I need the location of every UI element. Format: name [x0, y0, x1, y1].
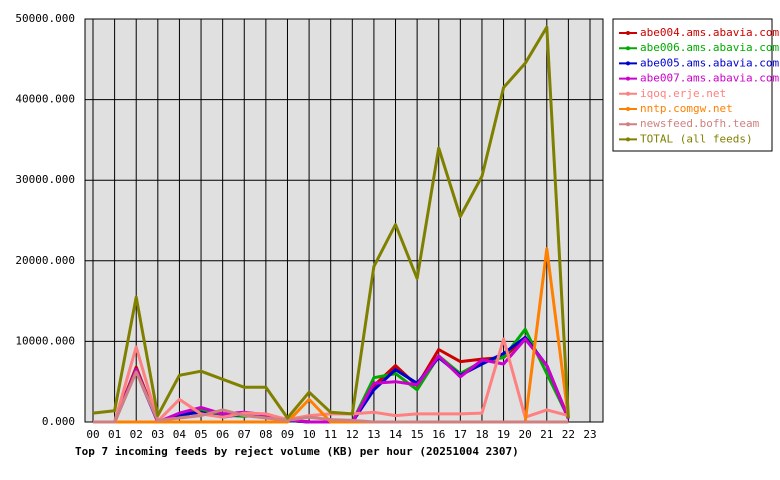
- series-line: [92, 25, 570, 420]
- series-line: [93, 370, 569, 424]
- x-tick-label: 20: [519, 428, 532, 441]
- x-tick-label: 10: [302, 428, 315, 441]
- x-tick-label: 18: [475, 428, 488, 441]
- x-tick-label: 08: [259, 428, 272, 441]
- x-tick-label: 12: [346, 428, 359, 441]
- x-tick-label: 03: [151, 428, 164, 441]
- legend-marker: [626, 46, 630, 51]
- series-line: [93, 337, 569, 424]
- x-tick-label: 11: [324, 428, 337, 441]
- x-tick-label: 01: [108, 428, 121, 441]
- legend-marker: [626, 76, 630, 81]
- legend-marker: [626, 61, 630, 66]
- plot-area: [85, 19, 603, 422]
- x-tick-label: 22: [562, 428, 575, 441]
- x-tick-label: 05: [194, 428, 207, 441]
- y-tick-label: 40000.000: [15, 93, 75, 106]
- legend-label: TOTAL (all feeds): [640, 132, 753, 145]
- y-tick-label: 20000.000: [15, 254, 75, 267]
- legend-marker: [626, 107, 630, 111]
- x-tick-label: 00: [86, 428, 99, 441]
- y-tick-label: 10000.000: [15, 334, 75, 347]
- x-tick-label: 09: [281, 428, 294, 441]
- y-tick-label: 30000.000: [15, 173, 75, 186]
- x-tick-label: 13: [367, 428, 380, 441]
- y-tick-label: 50000.000: [15, 12, 75, 25]
- legend-label: iqoq.erje.net: [640, 87, 726, 100]
- y-tick-label: 0.000: [42, 415, 75, 428]
- legend-marker: [626, 122, 630, 127]
- legend-marker: [626, 91, 630, 96]
- x-tick-label: 17: [454, 428, 467, 441]
- x-tick-label: 16: [432, 428, 445, 441]
- legend-label: nntp.comgw.net: [640, 102, 733, 115]
- legend-label: abe007.ams.abavia.com: [640, 72, 779, 85]
- legend-marker: [626, 31, 630, 35]
- x-tick-label: 04: [173, 428, 187, 441]
- x-tick-label: 21: [540, 428, 553, 441]
- legend-label: abe005.ams.abavia.com: [640, 56, 779, 69]
- legend-label: newsfeed.bofh.team: [640, 117, 760, 130]
- x-tick-label: 02: [130, 428, 143, 441]
- x-tick-label: 07: [238, 428, 251, 441]
- x-tick-label: 06: [216, 428, 229, 441]
- x-tick-label: 14: [389, 428, 403, 441]
- x-tick-label: 19: [497, 428, 510, 441]
- legend-marker: [626, 137, 630, 142]
- x-tick-label: 15: [411, 428, 424, 441]
- legend-label: abe004.ams.abavia.com: [640, 26, 779, 39]
- legend-box: [612, 18, 773, 152]
- x-axis-label: Top 7 incoming feeds by reject volume (K…: [75, 445, 519, 458]
- x-tick-label: 23: [583, 428, 596, 441]
- legend-label: abe006.ams.abavia.com: [640, 41, 779, 54]
